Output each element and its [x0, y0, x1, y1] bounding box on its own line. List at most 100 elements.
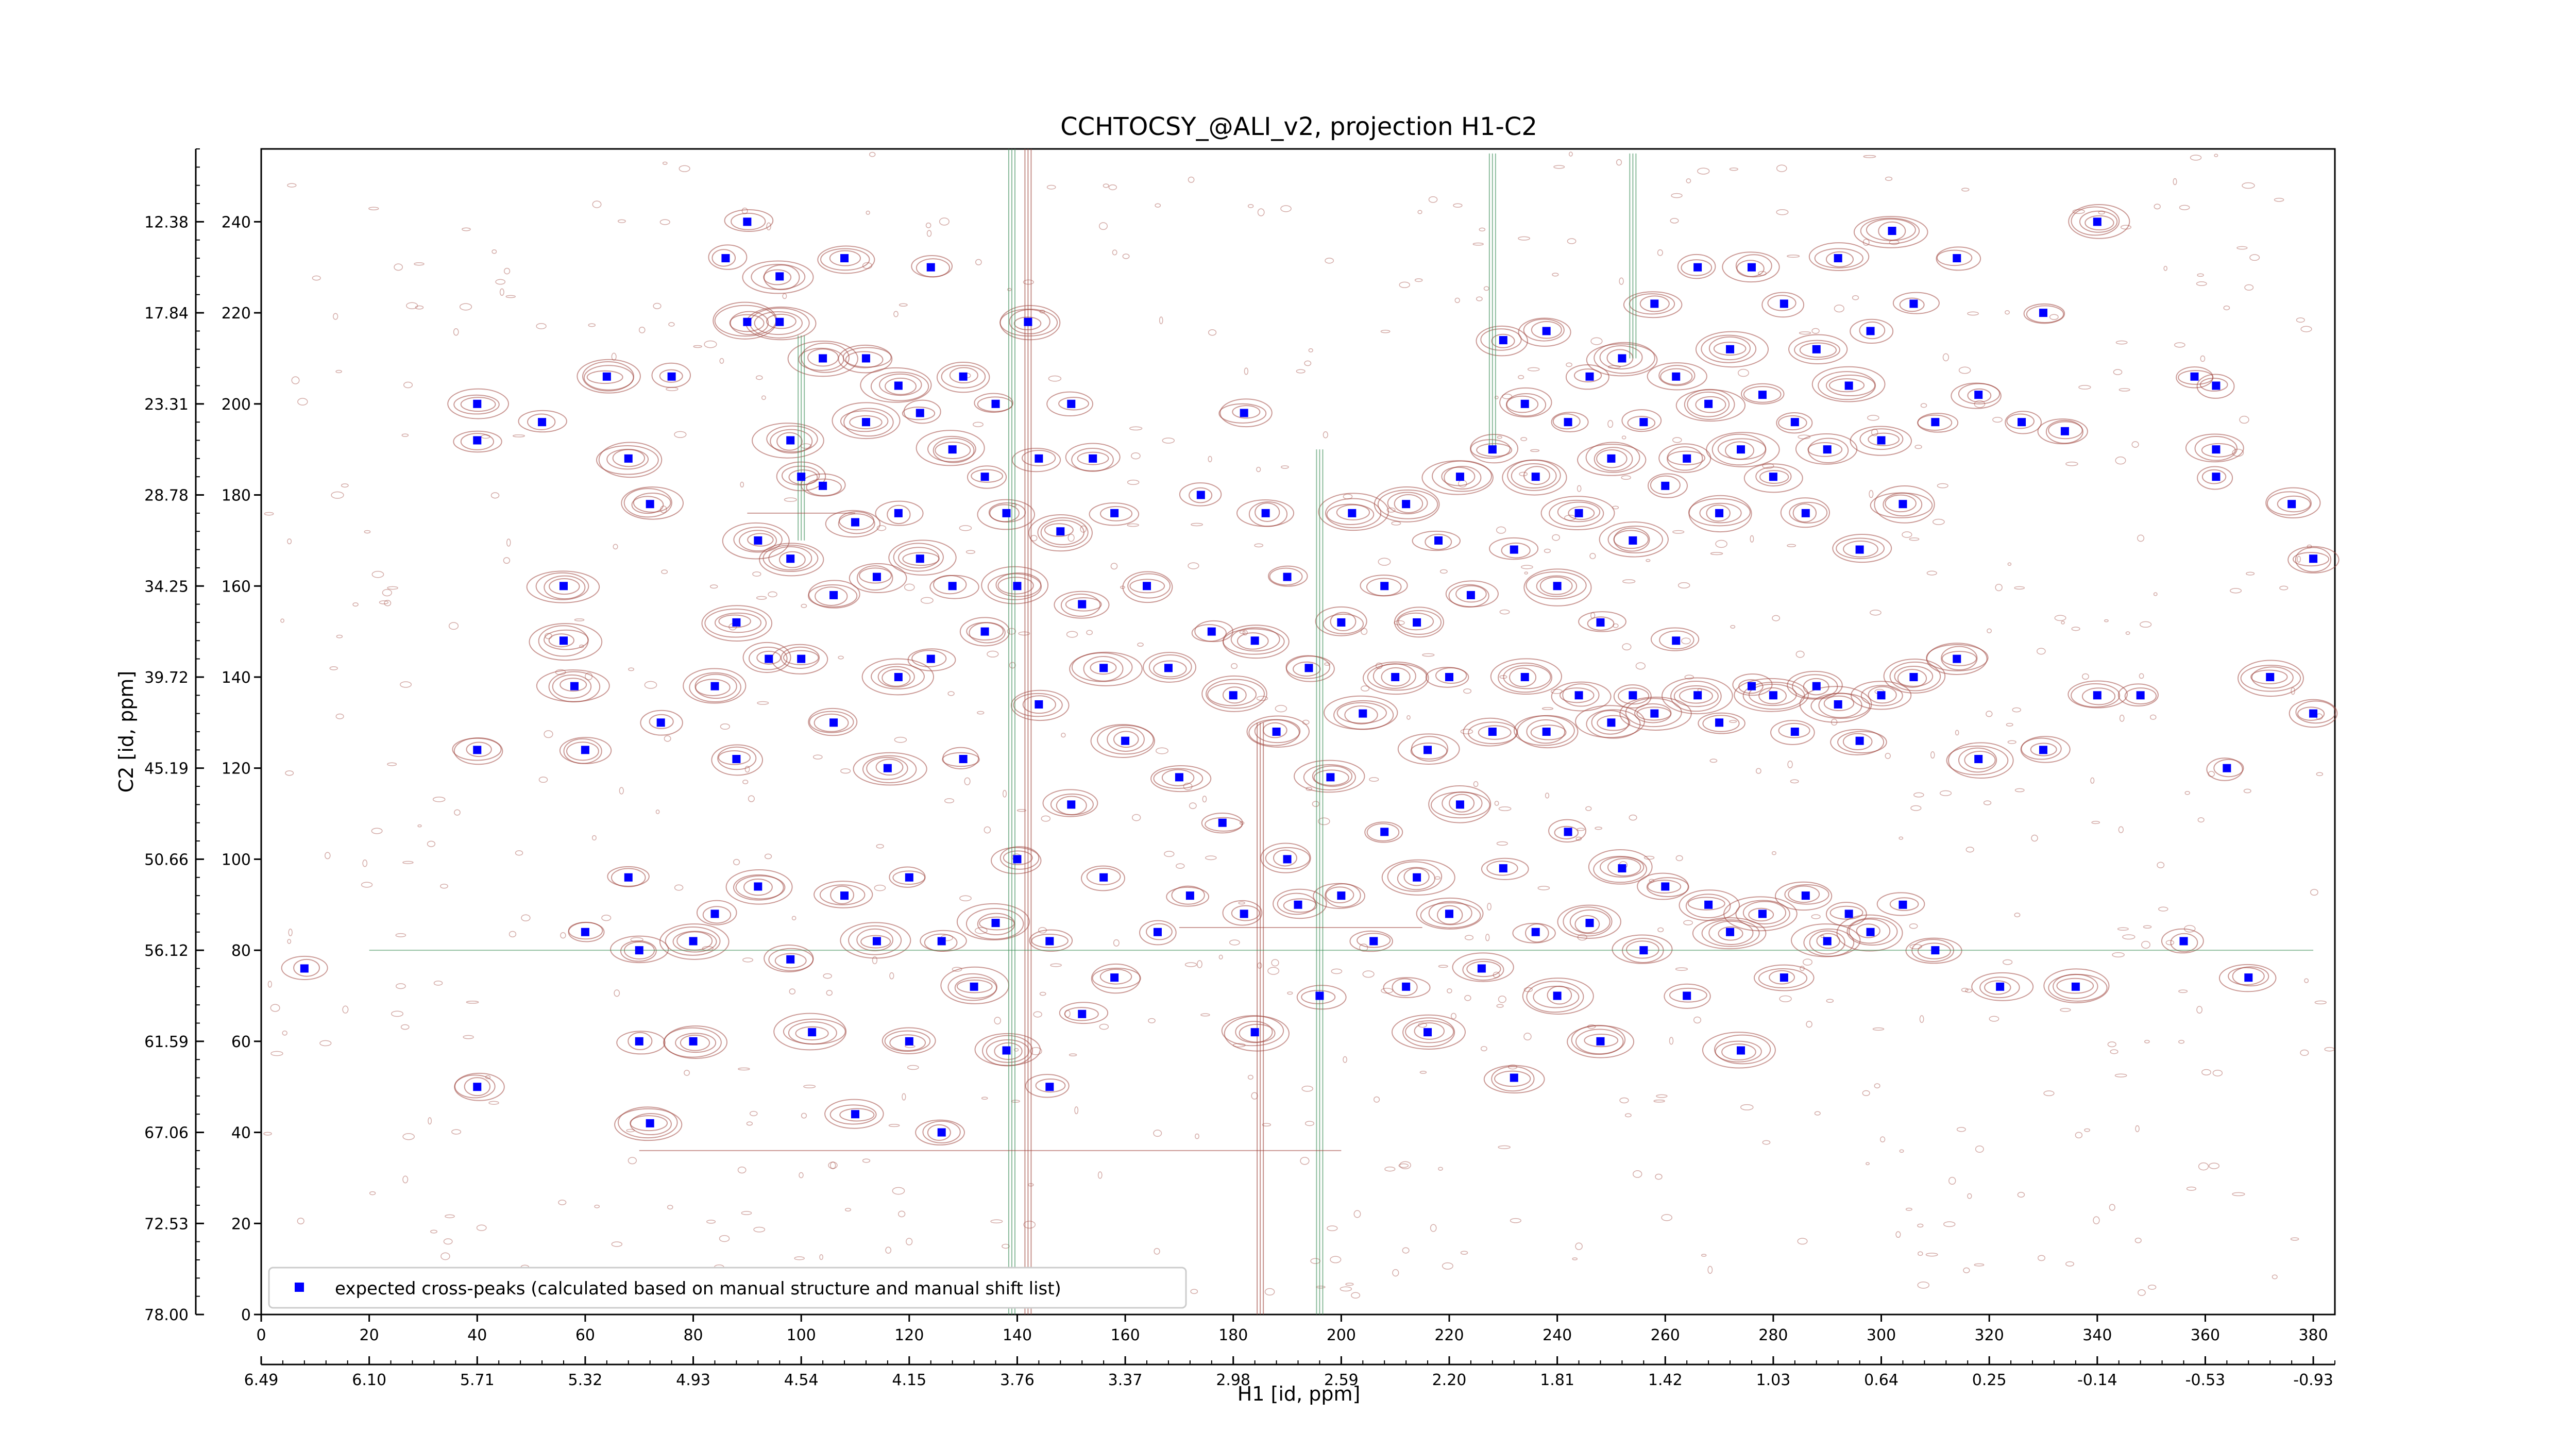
- noise-contour: [1487, 903, 1492, 911]
- contour-ring: [711, 744, 764, 776]
- cross-peak-point: [1769, 691, 1777, 700]
- cross-peak-point: [1121, 736, 1130, 745]
- cross-peak-point: [1153, 928, 1162, 936]
- contour-ring: [1627, 416, 1656, 430]
- noise-contour: [664, 735, 671, 742]
- contour-ring: [1526, 981, 1584, 1013]
- noise-contour: [1772, 615, 1781, 621]
- contour-ring: [1892, 292, 1940, 314]
- noise-contour: [1686, 178, 1691, 183]
- contour-ring: [1825, 902, 1867, 926]
- noise-contour: [342, 1005, 349, 1014]
- contour-ring: [1313, 769, 1349, 786]
- noise-contour: [433, 980, 443, 986]
- contour-ring: [1522, 978, 1594, 1015]
- cross-peak-point: [872, 937, 881, 946]
- noise-contour: [2065, 461, 2078, 466]
- cross-peak-point: [1510, 1073, 1518, 1082]
- noise-contour: [1238, 901, 1246, 905]
- cross-peak-point: [473, 436, 482, 445]
- cross-peak-point: [1240, 909, 1248, 918]
- noise-contour: [1016, 809, 1027, 812]
- cross-peak-point: [1661, 882, 1670, 891]
- noise-contour: [1655, 1173, 1663, 1180]
- noise-contour: [443, 1238, 453, 1245]
- contour-ring: [893, 543, 944, 572]
- contour-ring: [889, 866, 926, 888]
- noise-contour: [1920, 403, 1927, 408]
- noise-contour: [812, 754, 823, 760]
- y-tick-label: 40: [231, 1124, 251, 1142]
- noise-contour: [1932, 518, 1945, 525]
- noise-contour: [503, 267, 511, 275]
- noise-contour: [2017, 1192, 2025, 1198]
- noise-contour: [2198, 1162, 2209, 1171]
- contour-ring: [453, 430, 502, 453]
- contour-ring: [1669, 987, 1707, 1003]
- noise-contour: [1776, 209, 1789, 215]
- noise-contour: [1302, 719, 1310, 725]
- contour-ring: [1948, 742, 2014, 779]
- contour-ring: [956, 903, 1030, 940]
- noise-contour: [1729, 167, 1738, 171]
- noise-contour: [1871, 428, 1878, 436]
- noise-contour: [371, 570, 384, 578]
- noise-contour: [1300, 1157, 1310, 1165]
- noise-contour: [538, 777, 548, 783]
- noise-contour: [2178, 1039, 2185, 1044]
- contour-ring: [1687, 391, 1730, 417]
- noise-contour: [371, 828, 383, 834]
- noise-contour: [264, 512, 274, 516]
- noise-contour: [874, 884, 886, 891]
- contour-ring: [718, 614, 751, 628]
- contour-ring: [766, 425, 818, 452]
- cross-peak-point: [581, 746, 589, 754]
- noise-contour: [2043, 1090, 2055, 1097]
- noise-contour: [1066, 631, 1078, 638]
- contour-ring: [1623, 291, 1683, 318]
- noise-contour: [448, 622, 459, 630]
- noise-contour: [1956, 1127, 1966, 1132]
- contour-ring: [1398, 612, 1434, 631]
- contour-ring: [1849, 918, 1891, 944]
- noise-contour: [1086, 630, 1093, 635]
- noise-contour: [862, 262, 873, 269]
- ppm-x-tick-label: 6.49: [244, 1371, 279, 1389]
- noise-contour: [674, 884, 684, 891]
- noise-contour: [1967, 311, 1979, 316]
- contour-ring: [1743, 386, 1782, 403]
- noise-contour: [270, 1004, 280, 1012]
- noise-contour: [1496, 841, 1508, 846]
- noise-contour: [753, 1226, 766, 1233]
- contour-ring: [2240, 665, 2301, 692]
- contour-ring: [1315, 606, 1367, 636]
- noise-contour: [513, 434, 525, 437]
- cross-peak-point: [1704, 900, 1713, 909]
- contour-ring: [1899, 297, 1925, 312]
- noise-contour: [1635, 662, 1646, 670]
- contour-ring: [1512, 922, 1556, 943]
- contour-ring: [2026, 305, 2064, 324]
- cross-peak-point: [559, 582, 568, 591]
- contour-ring: [1511, 463, 1557, 489]
- noise-contour: [594, 1204, 600, 1208]
- noise-contour: [1155, 747, 1168, 754]
- cross-peak-point: [1078, 600, 1087, 609]
- noise-contour: [1657, 927, 1664, 933]
- cross-peak-point: [851, 1110, 859, 1119]
- contour-ring: [1366, 823, 1400, 841]
- contour-ring: [1551, 412, 1589, 433]
- noise-contour: [1820, 935, 1825, 938]
- noise-contour: [2065, 1261, 2075, 1267]
- contour-ring: [1741, 383, 1785, 405]
- noise-contour: [782, 293, 787, 299]
- cross-peak-point: [1726, 345, 1735, 353]
- contour-ring: [1926, 643, 1988, 675]
- noise-contour: [1965, 847, 1974, 853]
- cross-peak-point: [1607, 454, 1616, 463]
- contour-ring: [781, 646, 820, 669]
- cross-peak-point: [1067, 399, 1076, 408]
- noise-contour: [2158, 906, 2168, 912]
- cross-peak-point: [819, 354, 827, 363]
- contour-ring: [1711, 433, 1767, 466]
